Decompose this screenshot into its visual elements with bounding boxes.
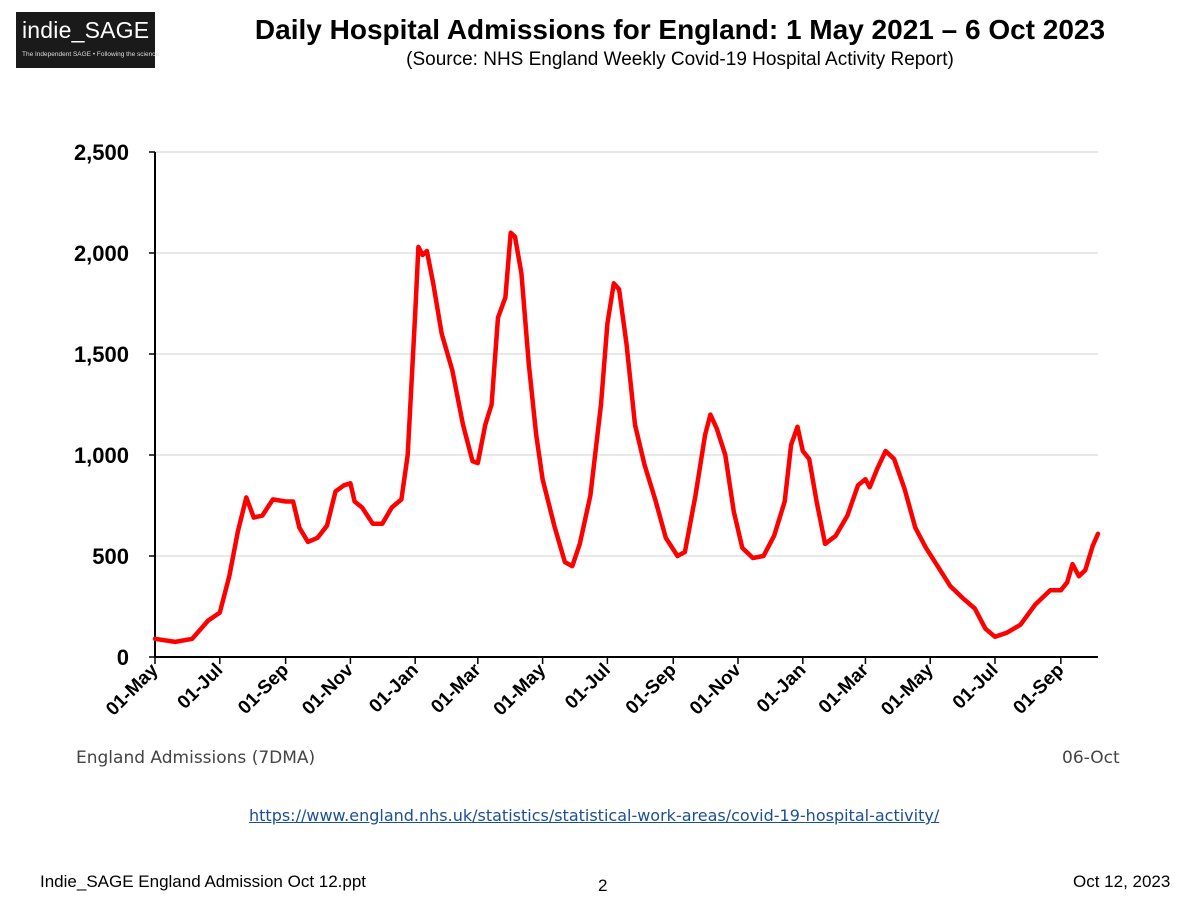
x-tick-label: 01-Jul [561,660,615,714]
chart-subtitle: (Source: NHS England Weekly Covid-19 Hos… [406,49,954,70]
x-tick-label: 01-Sep [234,660,293,719]
x-tick-label: 01-Mar [427,659,486,718]
y-tick-label: 0 [117,645,129,670]
footer-page-number: 2 [598,876,608,895]
x-tick-label: 01-Sep [622,660,681,719]
x-tick-label: 01-May [490,659,551,720]
x-tick-label: 01-Nov [298,659,358,719]
x-tick-label: 01-Mar [815,659,874,718]
x-tick-label: 01-Jan [365,660,422,717]
axes [154,152,1098,658]
source-link[interactable]: https://www.england.nhs.uk/statistics/st… [249,806,940,825]
y-tick-label: 1,000 [74,443,129,468]
series-line-admissions [152,230,1101,645]
chart-title: Daily Hospital Admissions for England: 1… [254,14,1106,45]
series-label: England Admissions (7DMA) [76,748,316,768]
x-tick-label: 01-Jan [753,660,810,717]
y-tick-label: 2,500 [74,140,129,165]
x-tick-label: 01-Nov [686,659,746,719]
y-tick-label: 2,000 [74,241,129,266]
logo-tagline: The Independent SAGE • Following the sci… [22,51,160,58]
y-tick-label: 1,500 [74,342,129,367]
footer-date: Oct 12, 2023 [1073,872,1171,891]
x-tick-label: 01-May [102,659,163,720]
logo-name: indie_SAGE [22,17,150,43]
y-tick-label: 500 [92,544,129,569]
x-tick-label: 01-Jul [174,660,228,714]
x-tick-label: 01-Jul [949,660,1003,714]
series-layer [152,230,1101,645]
y-axis-ticks: 0 500 1,000 1,500 2,000 2,500 [74,140,155,670]
end-date-label: 06-Oct [1062,748,1120,768]
indie-sage-logo: indie_SAGE The Independent SAGE • Follow… [16,12,160,68]
x-tick-label: 01-May [877,659,938,720]
x-axis-ticks: 01-May 01-Jul 01-Sep 01-Nov 01-Jan 01-Mar 01-M… [102,657,1068,720]
footer-file-name: Indie_SAGE England Admission Oct 12.ppt [40,872,367,891]
x-tick-label: 01-Sep [1009,660,1068,719]
